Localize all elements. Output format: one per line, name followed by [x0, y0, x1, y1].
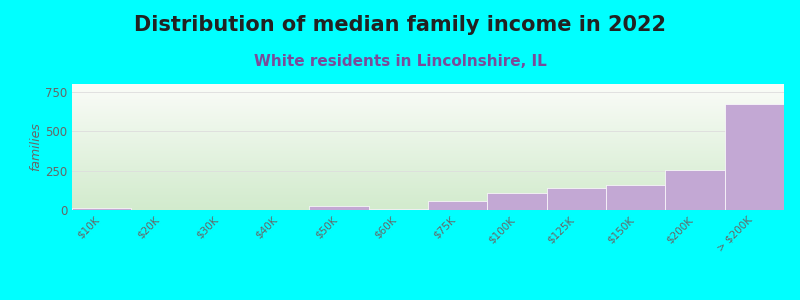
Bar — [428, 201, 487, 210]
Bar — [546, 188, 606, 210]
Bar — [310, 206, 369, 210]
Bar — [72, 208, 131, 210]
Bar — [369, 209, 428, 210]
Bar — [666, 170, 725, 210]
Bar — [487, 194, 546, 210]
Text: White residents in Lincolnshire, IL: White residents in Lincolnshire, IL — [254, 54, 546, 69]
Bar — [606, 185, 666, 210]
Y-axis label: families: families — [29, 123, 42, 171]
Bar — [725, 104, 784, 210]
Text: Distribution of median family income in 2022: Distribution of median family income in … — [134, 15, 666, 35]
